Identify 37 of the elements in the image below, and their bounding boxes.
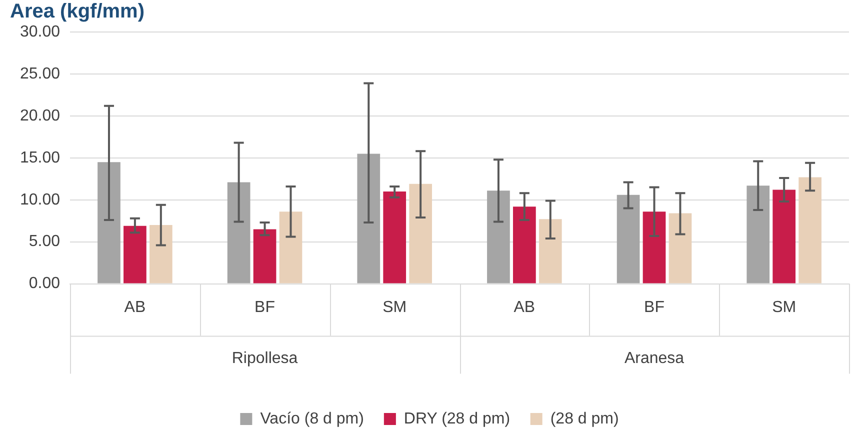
x-tick-label: AB — [514, 298, 536, 316]
text: Aranesa — [624, 350, 684, 368]
legend-label: DRY (28 d pm) — [404, 410, 510, 428]
y-tick-label: 0.00 — [28, 275, 60, 292]
bar — [279, 212, 302, 284]
legend-label: Vacío (8 d pm) — [260, 410, 364, 428]
bar — [487, 190, 510, 284]
bar — [227, 182, 250, 284]
bar — [253, 229, 276, 284]
bar — [409, 184, 432, 284]
bar — [513, 206, 536, 284]
bar — [746, 186, 770, 284]
x-tick-label: SM — [382, 298, 407, 316]
y-tick-label: 30.00 — [20, 23, 60, 40]
bar — [357, 154, 380, 284]
bar — [124, 226, 146, 284]
x-tick-label: BF — [644, 298, 665, 316]
bar — [98, 162, 120, 284]
bar — [616, 194, 640, 284]
bar — [798, 177, 822, 284]
text: Ripollesa — [232, 350, 298, 368]
bar — [149, 225, 172, 284]
chart-title: Area (kgf/mm) — [10, 0, 144, 23]
bar — [538, 219, 562, 284]
bar — [642, 212, 666, 284]
y-tick-label: 20.00 — [20, 107, 60, 124]
bar — [772, 190, 796, 284]
x-tick-label: SM — [772, 298, 796, 316]
y-tick-label: 10.00 — [20, 191, 60, 208]
legend-label: (28 d pm) — [550, 410, 619, 428]
x-tick-label: AB — [124, 298, 146, 316]
x-tick-label: BF — [254, 298, 276, 316]
bar — [383, 191, 406, 284]
y-tick-label: 25.00 — [20, 65, 60, 82]
bar — [668, 213, 692, 284]
y-tick-label: 15.00 — [20, 149, 60, 166]
y-tick-label: 5.00 — [28, 233, 60, 250]
